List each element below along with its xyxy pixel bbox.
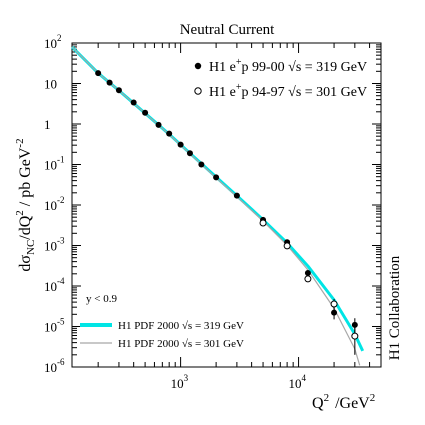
y-tick-label: 10-2 [44,195,65,213]
y-tick-label: 1 [44,117,51,132]
data-point-319 [166,130,173,137]
y-tick-label: 10-4 [44,276,65,294]
data-point-301 [330,300,338,308]
data-point-319 [115,87,122,94]
curve-legend-319: H1 PDF 2000 √s = 319 GeV [118,320,244,332]
curve-301 [71,46,361,366]
data-point-319 [106,79,113,86]
x-tick-labels: 103 104 [171,373,307,391]
x-tick-label: 103 [171,373,189,391]
y-tick-labels: 102 10 1 10-1 10-2 10-3 10-4 10-5 10-6 [44,33,65,375]
data-point-319 [213,174,220,181]
y-tick-label: 10 [44,77,57,92]
data-point-319 [351,321,358,328]
data-point-319 [155,121,162,128]
x-axis-label: Q2/GeV2 [312,392,375,412]
legend-entry-319: H1 e+p 99-00 √s = 319 GeV [209,57,367,75]
data-point-301 [351,332,359,340]
y-tick-label: 10-3 [44,236,65,254]
curve-legend-301: H1 PDF 2000 √s = 301 GeV [118,338,244,350]
data-point-319 [233,192,240,199]
data-legend: H1 e+p 99-00 √s = 319 GeV H1 e+p 94-97 √… [194,57,367,100]
data-point-319 [95,70,102,77]
y-tick-label: 10-6 [44,357,65,375]
y-tick-label: 10-5 [44,317,65,335]
data-point-319 [331,309,338,316]
legend-marker-filled [194,62,202,70]
data-point-319 [130,99,137,106]
data-point-319 [198,161,205,168]
x-tick-label: 104 [289,373,307,391]
data-point-319 [142,109,149,116]
legend-marker-open [194,87,202,95]
chart-title: Neutral Current [180,22,275,38]
data-point-301 [259,219,267,227]
collaboration-label: H1 Collaboration [387,255,403,360]
theory-curves [70,45,365,366]
data-points [95,70,359,355]
axis-ticks [72,42,382,368]
y-tick-label: 10-1 [44,155,65,173]
data-point-301 [283,242,291,250]
data-point-301 [304,275,312,283]
y-tick-label: 102 [44,33,62,51]
data-point-319 [177,141,184,148]
data-point-319 [186,150,193,157]
data-point-319 [304,269,311,276]
y-axis-label: dσNC/dQ2 / pb GeV-2 [14,138,37,271]
cut-label: y < 0.9 [86,293,117,305]
legend-entry-301: H1 e+p 94-97 √s = 301 GeV [209,82,367,100]
curve-legend: H1 PDF 2000 √s = 319 GeV H1 PDF 2000 √s … [80,320,244,350]
